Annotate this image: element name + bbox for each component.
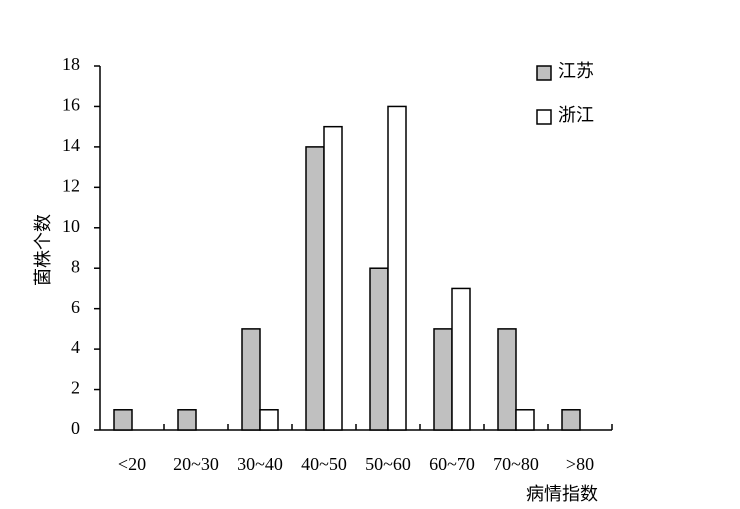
legend-swatch <box>536 109 552 125</box>
bar <box>323 125 343 431</box>
legend-label: 江苏 <box>558 61 594 81</box>
bar <box>177 409 197 431</box>
x-tick-label: 70~80 <box>493 454 539 474</box>
x-axis-label: 病情指数 <box>526 484 598 504</box>
bar <box>433 328 453 431</box>
bar <box>305 146 325 431</box>
y-tick-label: 10 <box>62 216 80 236</box>
bar <box>451 287 471 431</box>
bar <box>241 328 261 431</box>
x-tick-label: <20 <box>118 454 146 474</box>
bar <box>387 105 407 431</box>
y-tick-label: 14 <box>62 135 80 155</box>
x-tick-label: 60~70 <box>429 454 475 474</box>
y-tick-label: 4 <box>71 337 80 357</box>
y-tick-label: 0 <box>71 418 80 438</box>
y-tick-label: 16 <box>62 95 80 115</box>
x-tick-label: 40~50 <box>301 454 347 474</box>
x-tick-label: >80 <box>566 454 594 474</box>
legend-swatch <box>536 65 552 81</box>
y-axis-label: 菌株个数 <box>33 214 53 286</box>
legend-label: 浙江 <box>558 105 594 125</box>
y-tick-label: 6 <box>71 297 80 317</box>
x-tick-label: 50~60 <box>365 454 411 474</box>
y-tick-label: 18 <box>62 54 80 74</box>
bar <box>259 409 279 431</box>
bar <box>515 409 535 431</box>
y-tick-label: 8 <box>71 256 80 276</box>
bar <box>369 267 389 431</box>
bar <box>561 409 581 431</box>
bar <box>497 328 517 431</box>
bar <box>113 409 133 431</box>
y-tick-label: 2 <box>71 378 80 398</box>
y-tick-label: 12 <box>62 175 80 195</box>
x-tick-label: 30~40 <box>237 454 283 474</box>
x-tick-label: 20~30 <box>173 454 219 474</box>
